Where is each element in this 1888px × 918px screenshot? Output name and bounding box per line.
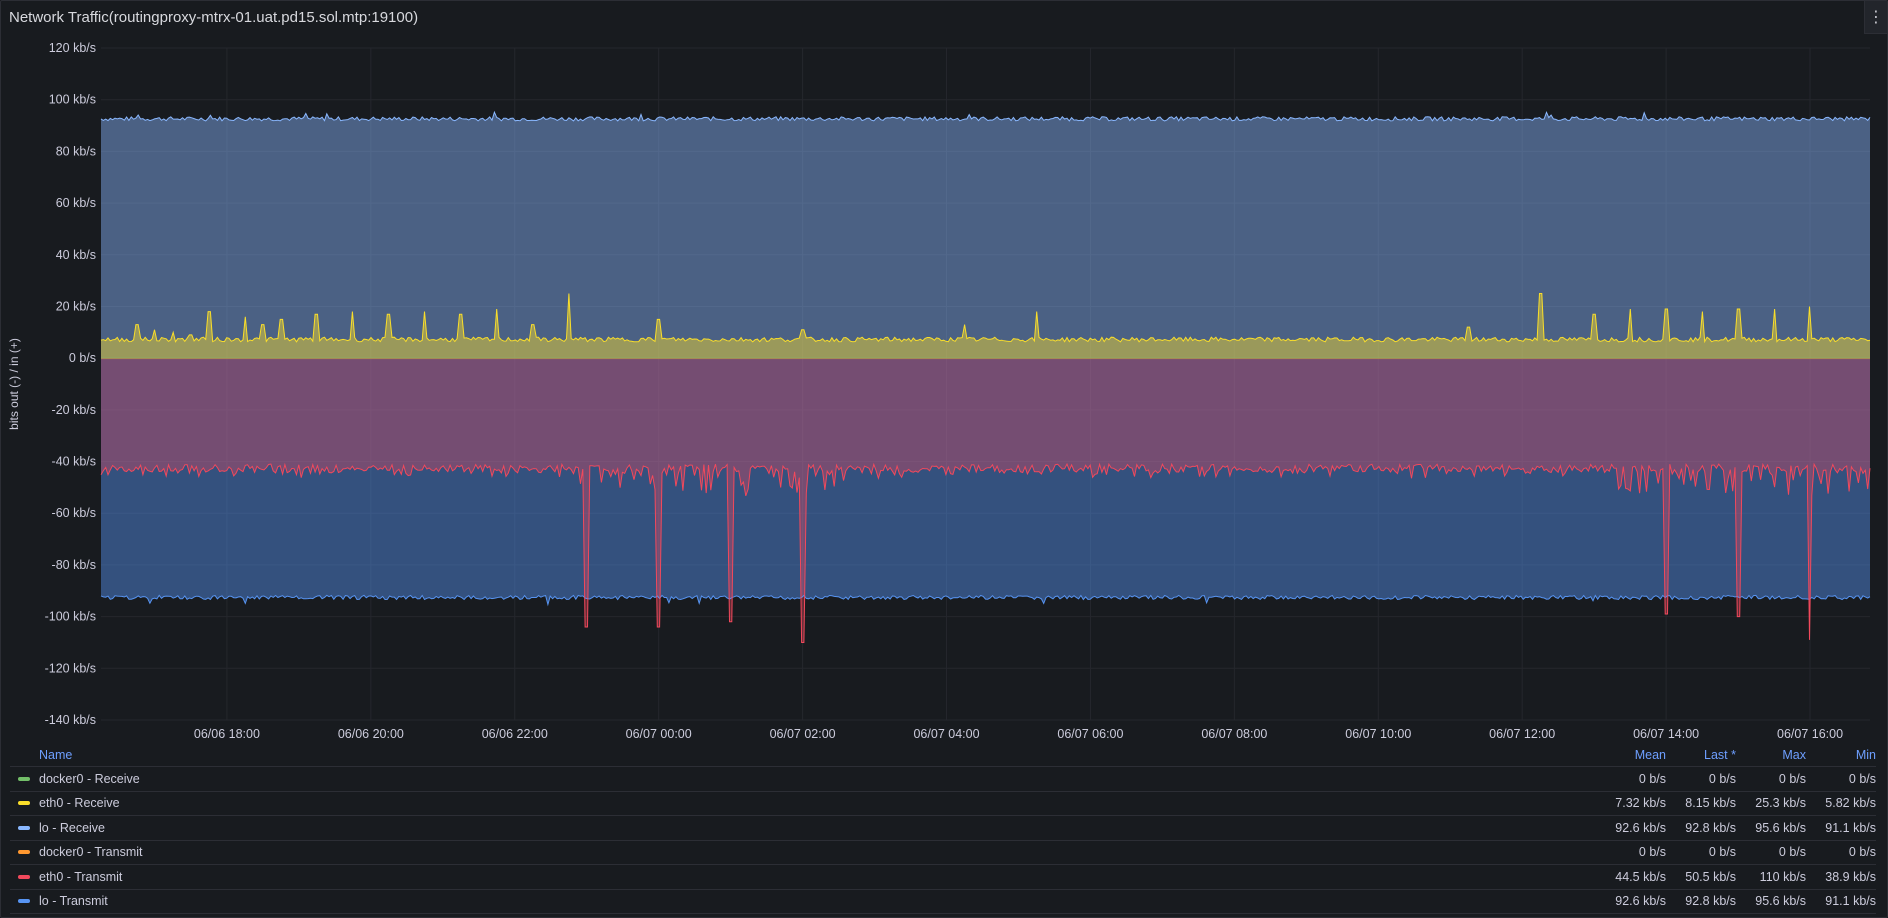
x-tick-label: 06/06 18:00 xyxy=(194,727,260,741)
legend-mean: 92.6 kb/s xyxy=(1615,894,1666,909)
legend-series[interactable]: lo - Receive xyxy=(10,821,1596,835)
series-color-swatch xyxy=(18,776,30,781)
area-lo-receive xyxy=(101,112,1870,359)
legend-last: 92.8 kb/s xyxy=(1685,894,1736,909)
legend-table: Name Mean Last * Max Min docker0 - Recei… xyxy=(10,744,1876,914)
legend-header-mean[interactable]: Mean xyxy=(1634,748,1666,762)
legend-last: 0 b/s xyxy=(1708,771,1736,786)
x-tick-label: 06/07 12:00 xyxy=(1489,727,1555,741)
y-tick-label: -100 kb/s xyxy=(45,610,96,624)
x-tick-label: 06/07 06:00 xyxy=(1057,727,1123,741)
legend-row[interactable]: eth0 - Receive 7.32 kb/s 8.15 kb/s 25.3 kb/… xyxy=(10,792,1876,816)
y-tick-label: -80 kb/s xyxy=(52,558,96,572)
y-tick-label: -140 kb/s xyxy=(45,713,96,727)
legend-row[interactable]: lo - Transmit 92.6 kb/s 92.8 kb/s 95.6 kb/s… xyxy=(10,890,1876,914)
legend-mean: 0 b/s xyxy=(1638,771,1666,786)
legend-min: 0 b/s xyxy=(1848,771,1876,786)
x-tick-label: 06/07 02:00 xyxy=(770,727,836,741)
legend-min: 5.82 kb/s xyxy=(1825,796,1876,811)
legend-max: 0 b/s xyxy=(1778,771,1806,786)
legend-series-name: docker0 - Transmit xyxy=(39,845,143,860)
more-vertical-icon[interactable]: ⋮ xyxy=(1864,1,1887,34)
y-tick-label: 80 kb/s xyxy=(56,144,96,158)
legend-header-min[interactable]: Min xyxy=(1855,748,1876,762)
y-tick-label: 120 kb/s xyxy=(49,41,96,55)
legend-mean: 0 b/s xyxy=(1638,845,1666,860)
x-tick-label: 06/07 04:00 xyxy=(913,727,979,741)
x-tick-label: 06/07 08:00 xyxy=(1201,727,1267,741)
legend-max: 95.6 kb/s xyxy=(1755,820,1806,835)
legend-row[interactable]: lo - Receive 92.6 kb/s 92.8 kb/s 95.6 kb/s 9… xyxy=(10,816,1876,841)
legend-min: 91.1 kb/s xyxy=(1825,820,1876,835)
legend-row[interactable]: docker0 - Transmit 0 b/s 0 b/s 0 b/s 0 b/s xyxy=(10,841,1876,865)
legend-last: 0 b/s xyxy=(1708,845,1736,860)
legend-max: 25.3 kb/s xyxy=(1755,796,1806,811)
line-lo-transmit xyxy=(100,594,1871,607)
x-tick-label: 06/07 10:00 xyxy=(1345,727,1411,741)
legend-series[interactable]: eth0 - Receive xyxy=(10,796,1596,810)
y-tick-label: -40 kb/s xyxy=(52,455,96,469)
legend-last: 92.8 kb/s xyxy=(1685,820,1736,835)
series-color-swatch xyxy=(18,899,30,904)
line-eth0-transmit xyxy=(100,462,1871,643)
legend-max: 95.6 kb/s xyxy=(1755,894,1806,909)
legend-min: 91.1 kb/s xyxy=(1825,894,1876,909)
legend-series-name: eth0 - Receive xyxy=(39,796,120,811)
legend-row[interactable]: docker0 - Receive 0 b/s 0 b/s 0 b/s 0 b/s xyxy=(10,767,1876,792)
area-eth0-transmit xyxy=(101,358,1870,643)
x-tick-label: 06/06 20:00 xyxy=(338,727,404,741)
legend-mean: 44.5 kb/s xyxy=(1615,869,1666,884)
line-lo-receive xyxy=(100,110,1871,122)
legend-series[interactable]: docker0 - Receive xyxy=(10,772,1596,786)
legend-header-name[interactable]: Name xyxy=(39,748,73,762)
legend-series-name: lo - Receive xyxy=(39,820,105,835)
legend-max: 110 kb/s xyxy=(1759,869,1806,884)
y-tick-label: 20 kb/s xyxy=(56,299,96,313)
legend-header-max[interactable]: Max xyxy=(1782,748,1806,762)
legend-min: 38.9 kb/s xyxy=(1825,869,1876,884)
legend-series[interactable]: lo - Transmit xyxy=(10,894,1596,908)
legend-header-last[interactable]: Last * xyxy=(1704,748,1736,762)
legend-row[interactable]: eth0 - Transmit 44.5 kb/s 50.5 kb/s 110 kb/… xyxy=(10,865,1876,890)
panel-title: Network Traffic(routingproxy-mtrx-01.uat… xyxy=(9,9,419,26)
y-axis-label: bits out (-) / in (+) xyxy=(7,338,21,430)
area-eth0-receive xyxy=(101,293,1870,359)
x-tick-label: 06/07 16:00 xyxy=(1777,727,1843,741)
y-tick-label: -120 kb/s xyxy=(45,661,96,675)
legend-last: 8.15 kb/s xyxy=(1685,796,1736,811)
legend-series-name: eth0 - Transmit xyxy=(39,869,123,884)
y-tick-label: 0 b/s xyxy=(69,351,96,365)
series-color-swatch xyxy=(18,801,30,806)
y-tick-label: -20 kb/s xyxy=(52,403,96,417)
legend-last: 50.5 kb/s xyxy=(1685,869,1736,884)
legend-max: 0 b/s xyxy=(1778,845,1806,860)
y-tick-label: 60 kb/s xyxy=(56,196,96,210)
series-color-swatch xyxy=(18,825,30,830)
legend-mean: 92.6 kb/s xyxy=(1615,820,1666,835)
area-lo-transmit xyxy=(101,358,1870,605)
series-color-swatch xyxy=(18,874,30,879)
line-eth0-receive xyxy=(100,293,1871,344)
legend-series-name: lo - Transmit xyxy=(39,894,108,909)
series-color-swatch xyxy=(18,850,30,855)
x-tick-label: 06/06 22:00 xyxy=(482,727,548,741)
legend-header: Name Mean Last * Max Min xyxy=(10,744,1876,767)
legend-series[interactable]: docker0 - Transmit xyxy=(10,845,1596,859)
y-tick-label: -60 kb/s xyxy=(52,506,96,520)
timeseries-chart[interactable]: 120 kb/s 100 kb/s 80 kb/s 60 kb/s 40 kb/s 20 … xyxy=(0,0,1888,744)
legend-series-name: docker0 - Receive xyxy=(39,771,140,786)
legend-series[interactable]: eth0 - Transmit xyxy=(10,870,1596,884)
legend-mean: 7.32 kb/s xyxy=(1615,796,1666,811)
y-tick-label: 100 kb/s xyxy=(49,93,96,107)
legend-min: 0 b/s xyxy=(1848,845,1876,860)
y-tick-label: 40 kb/s xyxy=(56,248,96,262)
x-tick-label: 06/07 14:00 xyxy=(1633,727,1699,741)
x-tick-label: 06/07 00:00 xyxy=(626,727,692,741)
